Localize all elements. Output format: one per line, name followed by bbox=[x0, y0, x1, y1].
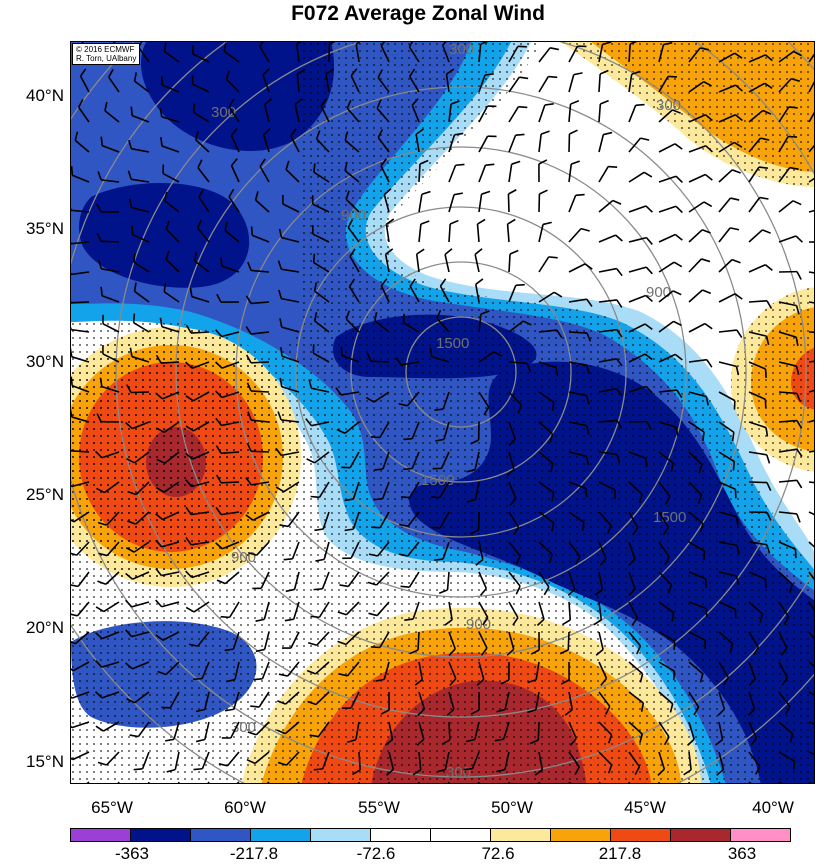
lat-label-40: 40°N bbox=[0, 86, 64, 106]
colorbar-label-4: 72.6 bbox=[458, 844, 538, 864]
lat-label-25: 25°N bbox=[0, 485, 64, 505]
radius-ring-label: 300 bbox=[449, 42, 474, 58]
colorbar-cell bbox=[550, 828, 611, 842]
radius-ring-label: 900 bbox=[341, 207, 366, 224]
colorbar-cell bbox=[250, 828, 311, 842]
colorbar-cell bbox=[310, 828, 371, 842]
lat-label-20: 20°N bbox=[0, 618, 64, 638]
page-title: F072 Average Zonal Wind bbox=[0, 2, 836, 26]
lat-label-35: 35°N bbox=[0, 219, 64, 239]
radius-ring-label: 900 bbox=[231, 549, 256, 566]
radius-ring-label: 1500 bbox=[653, 509, 686, 526]
colorbar-label-5: 217.8 bbox=[580, 844, 660, 864]
colorbar-label-2: -217.8 bbox=[214, 844, 294, 864]
colorbar-cell bbox=[70, 828, 131, 842]
colorbar-label-1: -363 bbox=[92, 844, 172, 864]
radius-ring-label: 1500 bbox=[436, 335, 469, 352]
lat-label-30: 30°N bbox=[0, 352, 64, 372]
colorbar-label-6: 363 bbox=[702, 844, 782, 864]
lon-label-65: 65°W bbox=[72, 798, 152, 818]
lon-label-55: 55°W bbox=[339, 798, 419, 818]
colorbar-cell bbox=[490, 828, 551, 842]
lon-label-50: 50°W bbox=[472, 798, 552, 818]
lon-label-45: 45°W bbox=[605, 798, 685, 818]
lat-label-15: 15°N bbox=[0, 752, 64, 772]
colorbar-cell bbox=[670, 828, 731, 842]
colorbar-cell bbox=[190, 828, 251, 842]
colorbar-cell bbox=[730, 828, 791, 842]
credit-box: © 2016 ECMWF R. Torn, UAlbany bbox=[72, 43, 140, 65]
credit-line-1: © 2016 ECMWF bbox=[76, 45, 136, 54]
radius-ring-label: 300 bbox=[446, 764, 471, 781]
colorbar-cell bbox=[370, 828, 431, 842]
colorbar bbox=[70, 828, 790, 842]
lon-label-60: 60°W bbox=[205, 798, 285, 818]
colorbar-cell bbox=[430, 828, 491, 842]
colorbar-cell bbox=[130, 828, 191, 842]
credit-line-2: R. Torn, UAlbany bbox=[76, 54, 136, 63]
colorbar-cell bbox=[610, 828, 671, 842]
colorbar-label-3: -72.6 bbox=[336, 844, 416, 864]
lon-label-40: 40°W bbox=[738, 798, 808, 818]
radius-ring-label: 1500 bbox=[421, 472, 454, 489]
